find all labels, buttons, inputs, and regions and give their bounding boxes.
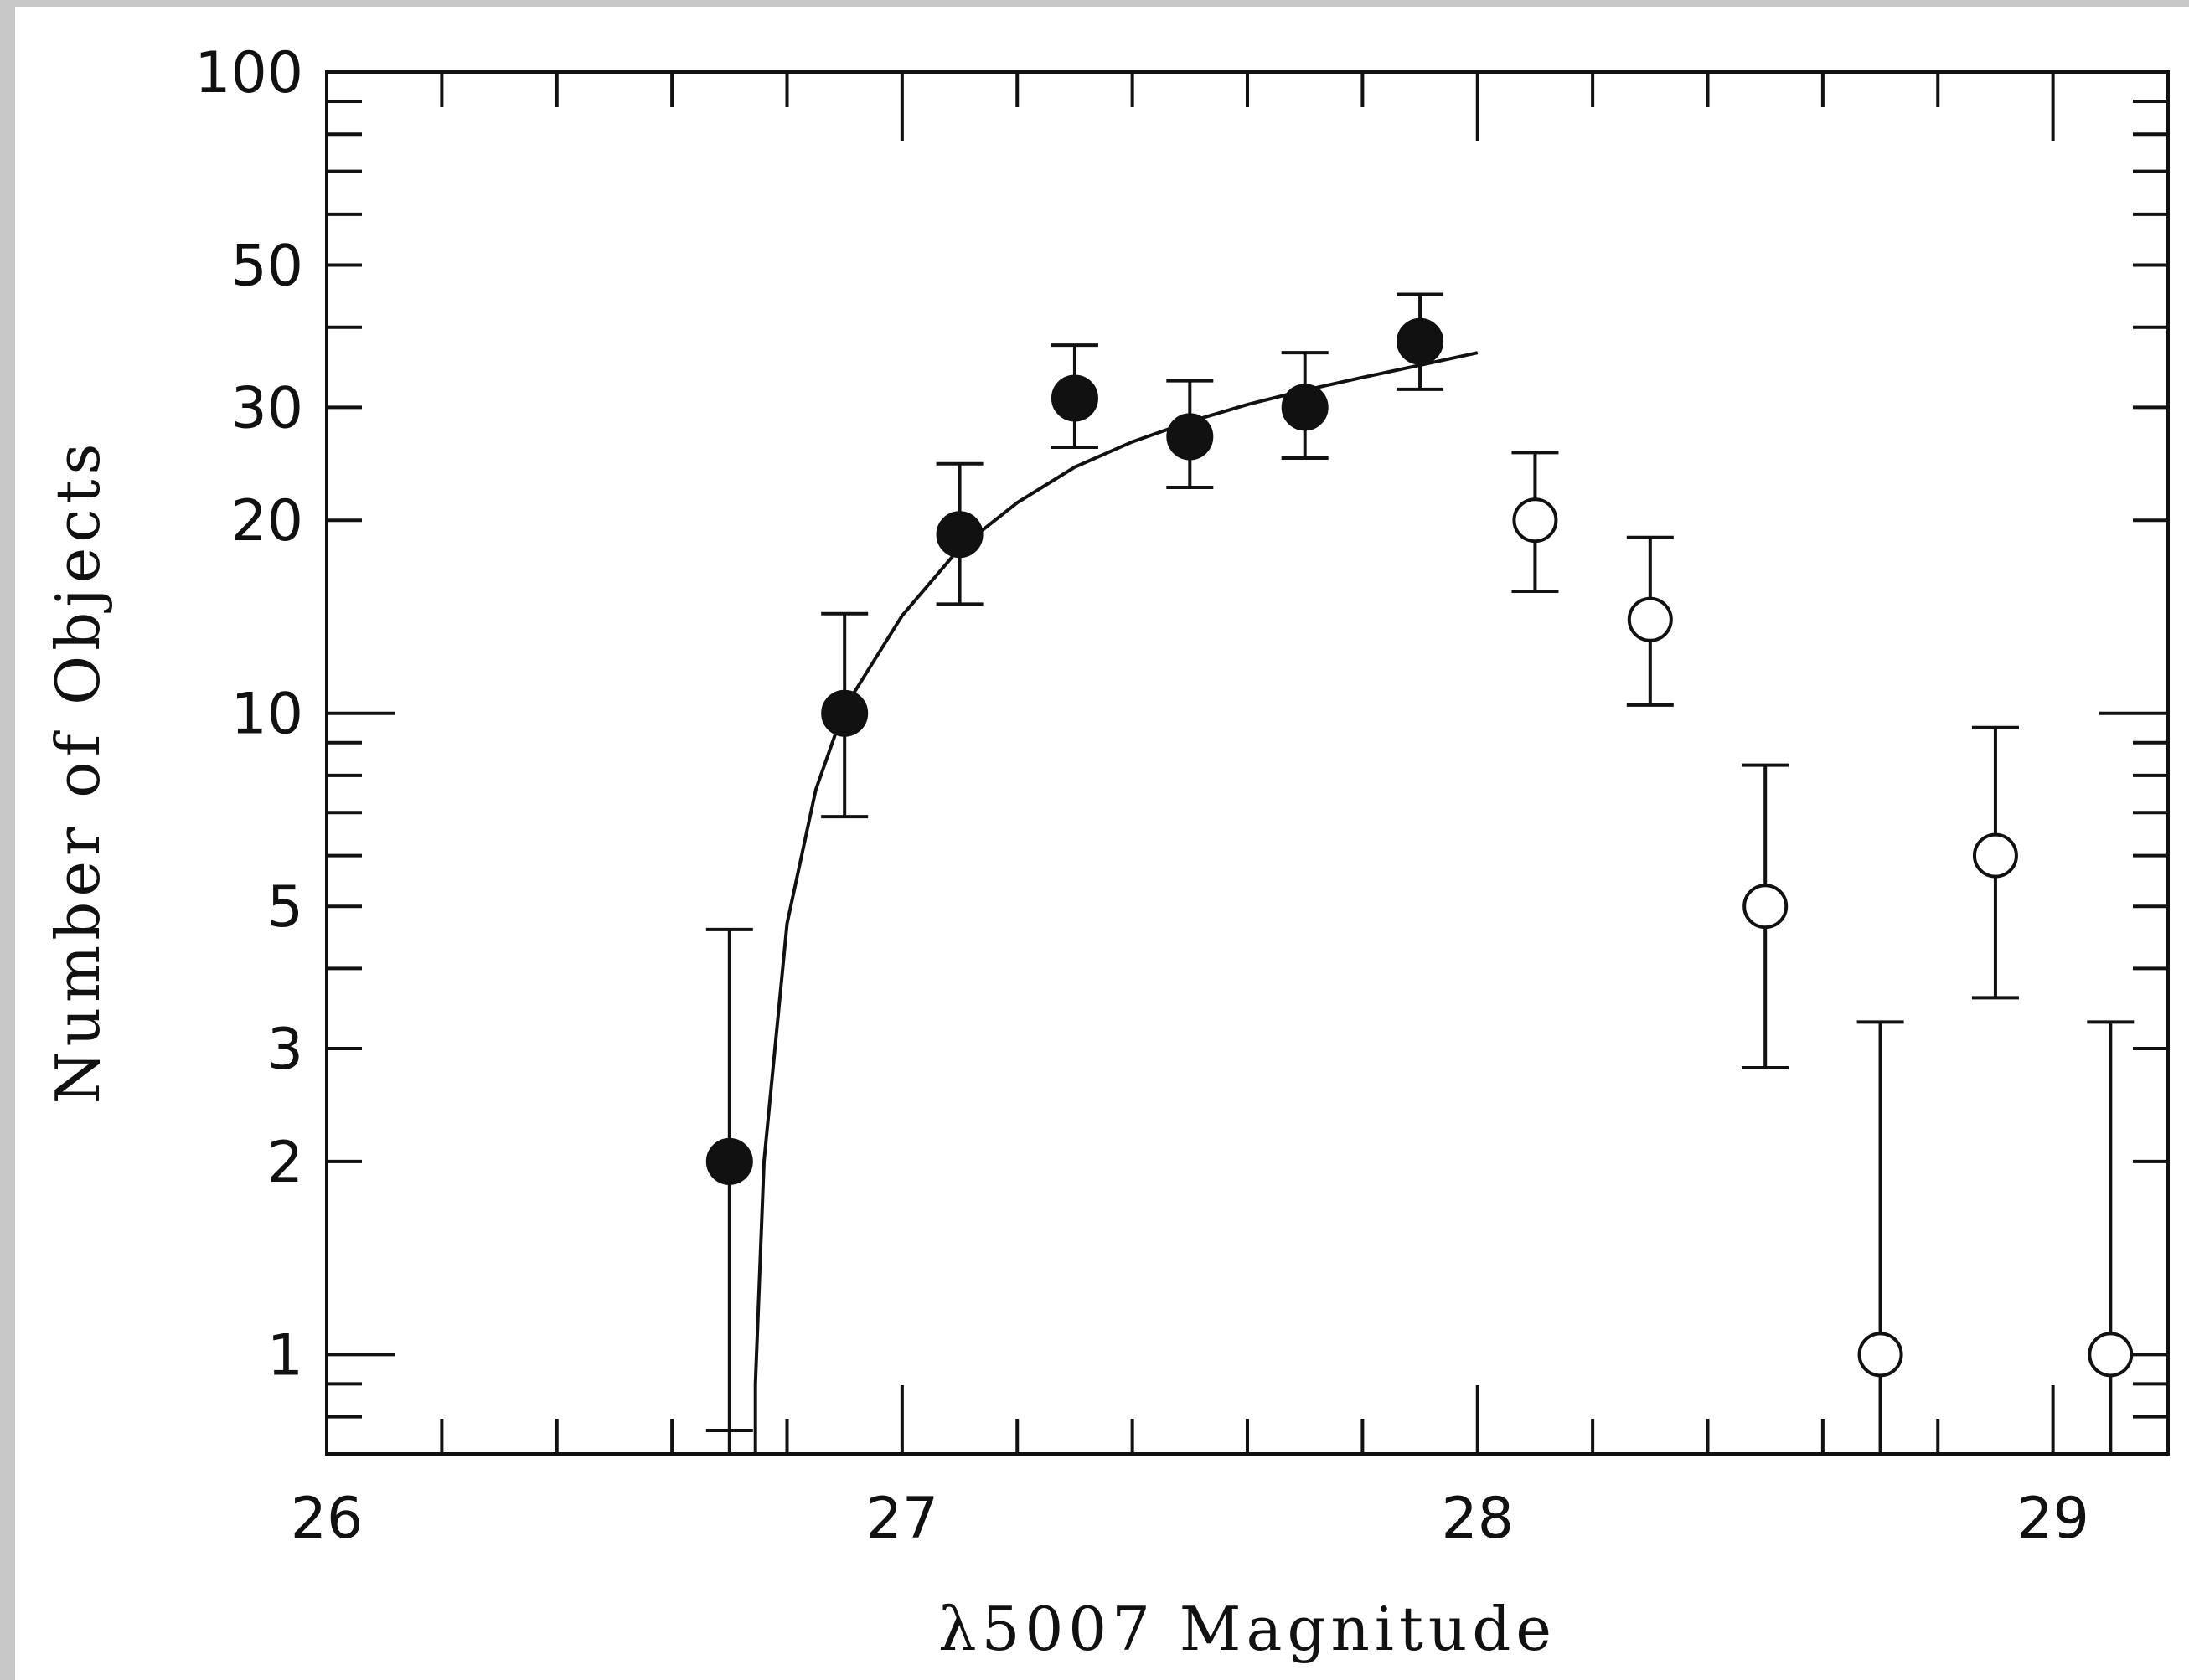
- y-tick-labels: 1 2 3 5 10 20 30 50 100: [194, 40, 303, 1389]
- x-tick-label: 26: [291, 1486, 364, 1552]
- filled-data-point: [1051, 374, 1098, 422]
- filled-data-point: [936, 511, 984, 559]
- y-tick-label: 50: [230, 233, 303, 299]
- x-axis-title: λ5007 Magnitude: [938, 1594, 1557, 1664]
- filled-data-point: [821, 689, 869, 737]
- fit-curve: [753, 351, 1479, 1454]
- filled-data-point: [1166, 413, 1214, 461]
- plot-area-border: [325, 70, 2170, 1456]
- x-tick-label: 28: [1441, 1486, 1514, 1552]
- minor-ticks: [327, 72, 2170, 1456]
- open-data-point: [1512, 497, 1558, 544]
- filled-data-point: [1397, 317, 1444, 365]
- y-tick-label: 100: [194, 40, 303, 106]
- y-tick-label: 1: [267, 1322, 303, 1389]
- error-bars: [705, 292, 2135, 1454]
- x-tick-label: 29: [2016, 1486, 2089, 1552]
- open-data-point: [1857, 1332, 1903, 1378]
- open-data-point: [1742, 884, 1789, 930]
- filled-data-point: [1281, 384, 1329, 431]
- y-tick-label: 5: [267, 874, 303, 940]
- open-data-point: [1972, 832, 2018, 879]
- y-axis-title: Number of Objects: [43, 439, 113, 1105]
- x-tick-labels: 26 27 28 29: [291, 1486, 2089, 1552]
- y-tick-label: 10: [230, 682, 303, 748]
- y-tick-label: 3: [267, 1017, 303, 1083]
- filled-data-point: [705, 1137, 753, 1185]
- data-points: [705, 317, 2134, 1378]
- y-tick-label: 30: [230, 375, 303, 441]
- major-ticks: [325, 70, 2168, 1454]
- open-data-point: [2088, 1332, 2134, 1378]
- chart-frame: 26 27 28 29 1 2 3 5 10 20 30 50 100 λ5007 Magnitude…: [15, 7, 2189, 1680]
- x-tick-label: 27: [866, 1486, 939, 1552]
- luminosity-function-chart: 26 27 28 29 1 2 3 5 10 20 30 50 100 λ5007 Magnitude…: [43, 40, 2170, 1664]
- y-tick-label: 20: [230, 488, 303, 554]
- open-data-point: [1627, 596, 1673, 642]
- y-tick-label: 2: [267, 1130, 303, 1196]
